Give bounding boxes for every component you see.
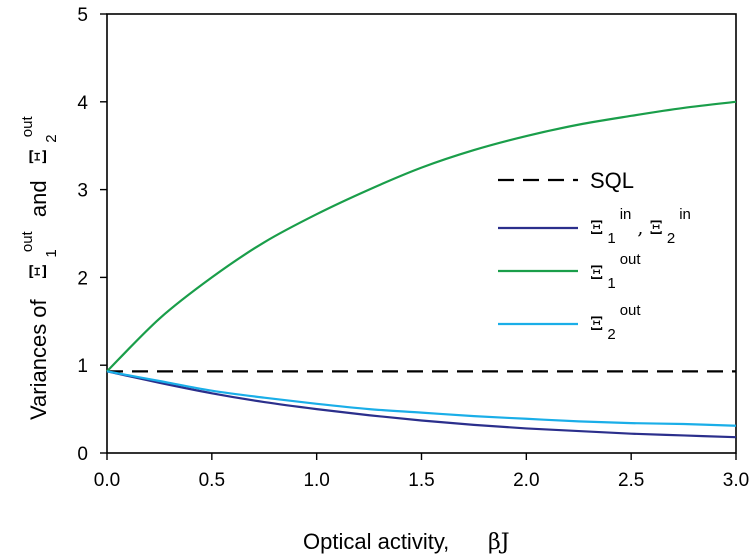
x-tick-label: 1.5 xyxy=(408,470,434,491)
y-axis-sup-2: out xyxy=(19,116,36,138)
ticks: 0.0 0.5 1.0 1.5 2.0 2.5 3.0 0 1 2 3 4 5 xyxy=(77,5,749,491)
legend-label-sql: SQL xyxy=(590,168,634,193)
y-axis-sym-2: Ξ xyxy=(27,149,52,164)
x-tick-label: 2.5 xyxy=(618,470,644,491)
y-axis-title-prefix: Variances of xyxy=(26,298,51,420)
y-axis-sup-1: out xyxy=(19,230,36,252)
legend-label-out2: Ξ 2 out xyxy=(590,302,641,343)
y-tick-label: 1 xyxy=(77,356,88,377)
x-axis-symbol: βJ xyxy=(488,530,510,555)
legend: SQL Ξ 1 in , Ξ 2 in Ξ 1 out Ξ 2 out xyxy=(498,168,691,343)
series-lines xyxy=(106,100,737,439)
y-axis-sym-1: Ξ xyxy=(27,264,52,279)
x-tick-label: 0.0 xyxy=(94,470,120,491)
x-tick-label: 1.0 xyxy=(303,470,329,491)
y-tick-label: 2 xyxy=(77,268,88,289)
legend-label-in: Ξ 1 in , Ξ 2 in xyxy=(590,206,691,247)
y-axis-sub-2: 2 xyxy=(43,134,60,142)
legend-label-out1: Ξ 1 out xyxy=(590,251,641,292)
x-tick-label: 3.0 xyxy=(723,470,749,491)
series-line-out1 xyxy=(106,100,737,373)
y-axis-title-mid: and xyxy=(26,180,51,217)
series-line-in xyxy=(106,370,737,439)
y-axis-title: Variances of Ξ 1 out and Ξ 2 out xyxy=(12,116,61,420)
series-line-out2 xyxy=(106,370,737,427)
x-axis-title: Optical activity, xyxy=(303,529,449,554)
y-tick-label: 4 xyxy=(77,93,88,114)
y-tick-label: 5 xyxy=(77,5,88,26)
y-tick-label: 3 xyxy=(77,181,88,202)
y-axis-sub-1: 1 xyxy=(43,249,60,257)
x-tick-label: 0.5 xyxy=(199,470,225,491)
svg-text:Variances of Ξ 1: Variances of Ξ 1 out and Ξ 2 out xyxy=(12,116,61,420)
x-tick-label: 2.0 xyxy=(513,470,539,491)
y-tick-label: 0 xyxy=(77,444,88,465)
